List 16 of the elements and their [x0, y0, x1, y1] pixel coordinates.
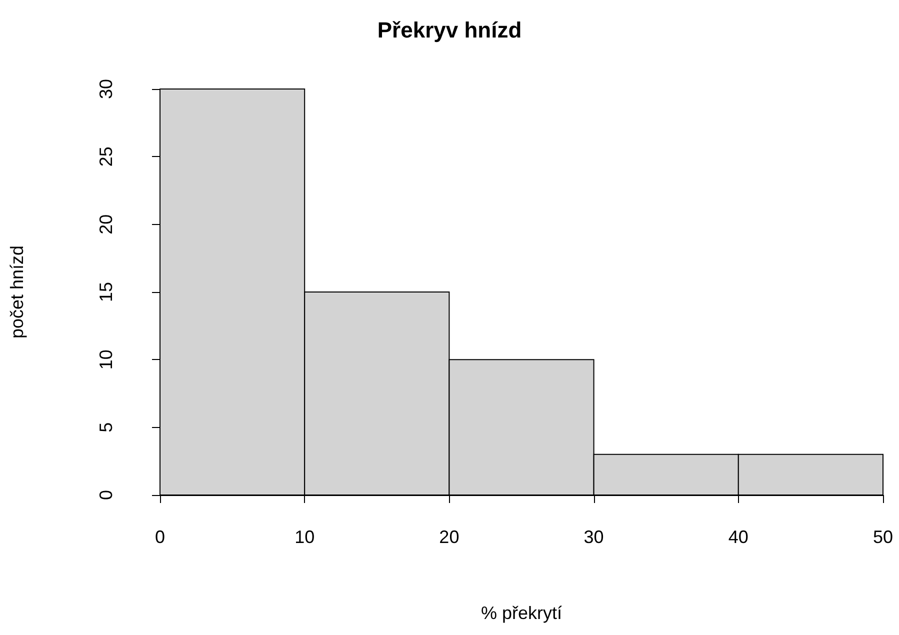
y-tick-label: 30: [96, 78, 116, 100]
x-tick-label: 10: [294, 527, 315, 547]
x-tick-label: 20: [439, 527, 460, 547]
y-tick-label: 5: [96, 422, 116, 432]
y-tick-label: 15: [96, 282, 116, 302]
x-tick-label: 30: [584, 527, 604, 547]
y-tick-label: 10: [96, 350, 116, 370]
x-tick-label: 40: [728, 527, 748, 547]
y-tick-label: 20: [96, 214, 116, 234]
y-tick-label: 25: [96, 146, 116, 167]
y-axis-title: počet hnízd: [7, 245, 27, 339]
x-tick-label: 0: [154, 527, 166, 547]
x-tick-label: 50: [872, 527, 894, 547]
y-tick-label: 0: [96, 490, 116, 500]
x-axis-title: % překrytí: [480, 603, 562, 623]
chart-title: Překryv hnízd: [377, 18, 522, 42]
